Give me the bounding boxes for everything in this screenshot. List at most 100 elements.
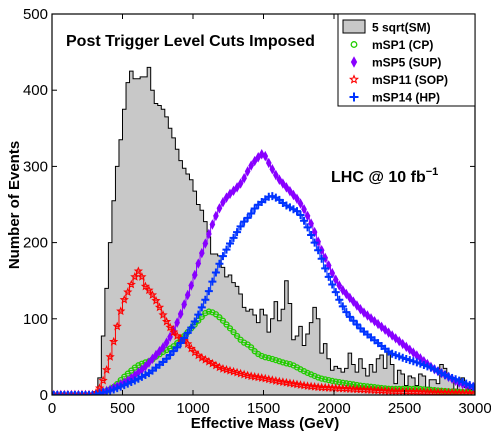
star-marker	[158, 310, 168, 319]
diamond-marker	[213, 210, 219, 222]
y-tick-label: 400	[23, 82, 48, 99]
diamond-marker	[241, 172, 247, 184]
star-marker	[126, 279, 136, 289]
circle-marker	[311, 372, 318, 380]
plus-marker	[321, 264, 330, 273]
star-marker	[102, 365, 112, 374]
star-marker	[137, 272, 147, 281]
star-marker	[214, 362, 225, 372]
legend-label: mSP14 (HP)	[372, 91, 440, 105]
diamond-marker	[283, 182, 290, 193]
diamond-marker	[258, 148, 265, 160]
star-marker	[183, 339, 193, 348]
circle-marker	[279, 359, 287, 366]
plus-marker	[317, 254, 326, 263]
sm-histogram-bars	[52, 66, 475, 395]
luminosity-annotation: LHC @ 10 fb−1	[331, 166, 438, 186]
diamond-marker	[181, 299, 188, 310]
plus-marker	[324, 272, 333, 281]
plus-marker	[335, 295, 344, 304]
star-marker	[140, 281, 151, 291]
plus-marker	[81, 391, 90, 395]
diamond-marker	[294, 193, 300, 205]
circle-marker	[272, 357, 279, 364]
plus-marker	[218, 252, 227, 261]
plus-marker	[194, 310, 203, 319]
plus-marker	[222, 245, 231, 254]
star-marker	[197, 353, 207, 362]
diamond-marker	[276, 174, 283, 185]
x-tick-label: 2000	[317, 400, 350, 417]
legend-star-marker	[348, 74, 360, 84]
plus-marker	[338, 302, 347, 311]
plus-marker	[180, 334, 189, 343]
circle-marker	[205, 308, 212, 315]
diamond-marker	[269, 164, 276, 175]
circle-marker	[315, 374, 322, 381]
legend-diamond-marker	[350, 56, 358, 68]
diamond-marker	[339, 284, 346, 296]
y-tick-label: 200	[23, 235, 48, 252]
plus-marker	[63, 391, 72, 395]
diamond-marker	[177, 308, 184, 320]
diamond-marker	[343, 288, 350, 300]
diamond-marker	[354, 300, 360, 311]
y-axis-label: Number of Events	[6, 141, 23, 269]
legend-swatch	[342, 19, 366, 34]
star-marker	[98, 375, 108, 385]
plus-marker	[307, 230, 316, 239]
diamond-marker	[206, 228, 212, 240]
diamond-marker	[149, 353, 156, 365]
diamond-marker	[406, 344, 413, 355]
plus-marker	[236, 222, 245, 231]
plus-marker	[56, 391, 65, 395]
circle-marker	[286, 361, 294, 368]
x-tick-label: 500	[110, 400, 135, 417]
diamond-marker	[146, 357, 152, 368]
x-tick-label: 2500	[388, 400, 421, 417]
circle-marker	[248, 344, 255, 351]
plus-marker	[183, 328, 192, 337]
legend-entry: mSP14 (HP)	[349, 91, 440, 105]
diamond-marker	[160, 342, 166, 353]
star-marker	[186, 343, 196, 353]
diamond-marker	[399, 338, 406, 350]
plus-marker	[469, 382, 475, 391]
star-marker	[165, 322, 175, 332]
sm-histogram	[52, 66, 475, 395]
plus-marker	[187, 323, 196, 332]
legend: 5 sqrt(SM) mSP1 (CP) mSP5 (SUP) mSP11 (SOP)…	[337, 13, 476, 107]
star-marker	[133, 266, 143, 276]
diamond-marker	[311, 226, 318, 238]
diamond-marker	[234, 182, 240, 193]
circle-marker	[325, 377, 332, 384]
diamond-marker	[297, 198, 304, 209]
diamond-marker	[290, 189, 297, 201]
plus-marker	[85, 391, 94, 395]
star-marker	[151, 295, 161, 305]
legend-entry: mSP11 (SOP)	[348, 73, 448, 87]
circle-marker	[265, 354, 272, 362]
star-marker	[112, 321, 122, 331]
y-tick-label: 300	[23, 158, 48, 175]
plus-marker	[243, 213, 252, 222]
diamond-marker	[272, 169, 279, 181]
diamond-marker	[382, 324, 388, 335]
signal-series	[52, 148, 475, 395]
diamond-marker	[371, 315, 378, 327]
plus-marker	[201, 295, 210, 304]
diamond-marker	[336, 280, 343, 291]
star-marker	[105, 352, 115, 361]
series-msp14-hp	[52, 192, 475, 395]
diamond-marker	[301, 204, 307, 215]
diamond-marker	[287, 185, 293, 197]
circle-marker	[353, 381, 361, 389]
legend-label: mSP5 (SUP)	[372, 56, 441, 70]
diamond-marker	[230, 185, 237, 197]
plus-marker	[88, 391, 97, 395]
plus-marker	[229, 233, 238, 242]
star-marker	[123, 287, 133, 297]
legend-label: mSP1 (CP)	[372, 38, 433, 52]
diamond-marker	[385, 327, 392, 338]
diamond-marker	[389, 330, 396, 341]
